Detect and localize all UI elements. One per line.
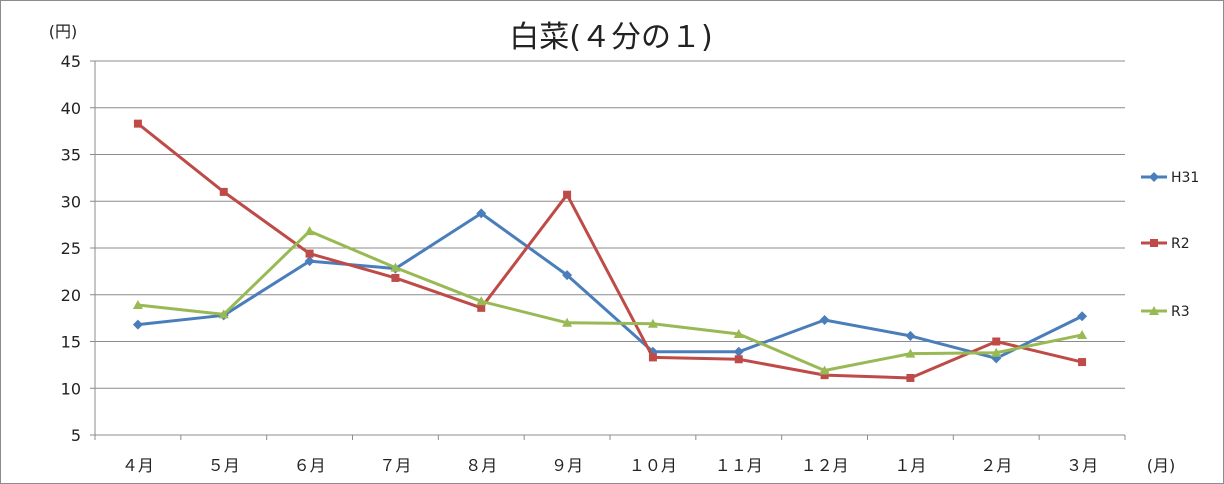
chart-title: 白菜(４分の１) [509,20,712,55]
series-h31 [132,208,1088,364]
data-point [906,373,915,382]
data-point [648,353,657,362]
data-point [905,330,916,341]
legend-label: R2 [1171,236,1190,252]
axes: 5 10 15 20 25 30 35 40 45 ４月 ５月 ６月 ７月 ８月 ９月 １０月 １１月 １２月 １月… [61,52,1126,475]
x-tick-label: ９月 [551,456,583,475]
y-tick-label: 45 [61,52,81,71]
data-point [992,337,1001,346]
x-tick-label: ４月 [122,456,154,475]
data-point [304,226,315,236]
data-point [991,347,1002,357]
series-r3 [132,226,1088,375]
data-point [305,249,314,258]
x-axis-unit-label: (月) [1147,456,1176,475]
data-point [905,348,916,358]
x-tick-label: ３月 [1066,456,1098,475]
data-point [132,300,143,310]
data-point [1078,358,1087,367]
data-point [476,296,487,306]
data-point [562,270,573,281]
data-point [219,187,228,196]
series-r2 [133,119,1087,382]
legend-marker [1149,172,1159,182]
data-point [563,190,572,199]
x-tick-label: １１月 [715,456,763,475]
data-point [734,355,743,364]
series-group [132,119,1088,382]
y-tick-label: 20 [61,286,81,305]
series-line [137,211,1083,360]
y-tick-label: 25 [61,239,81,258]
y-tick-label: 10 [61,379,81,398]
legend-marker [1150,239,1158,247]
x-tick-label: ５月 [208,456,240,475]
x-tick-label: ８月 [465,456,497,475]
x-tick-label: ６月 [294,456,326,475]
x-tick-label: ２月 [980,456,1012,475]
legend-marker [1149,306,1159,315]
data-point [1077,311,1088,322]
data-point [647,318,658,328]
y-tick-label: 15 [61,333,81,352]
series-line [136,122,1083,380]
x-tick-label: １２月 [801,456,849,475]
x-tick-label: １月 [894,456,926,475]
series-line [137,229,1083,372]
data-point [562,317,573,327]
legend: H31 R2 R3 [1141,170,1199,320]
y-tick-label: 40 [61,99,81,118]
x-tick-label: １０月 [629,456,677,475]
y-tick-label: 5 [71,426,81,445]
data-point [391,273,400,282]
data-point [819,314,830,325]
data-point [476,208,487,219]
data-point [477,303,486,312]
legend-entry: R3 [1141,304,1190,320]
data-point [133,119,142,128]
gridlines [95,60,1125,389]
data-point [733,329,744,339]
data-point [132,319,143,330]
y-tick-label: 30 [61,192,81,211]
data-point [1077,329,1088,339]
data-point [390,262,401,272]
y-tick-label: 35 [61,146,81,165]
x-tick-label: ７月 [379,456,411,475]
legend-label: H31 [1171,170,1199,186]
data-point [218,309,229,319]
legend-label: R3 [1171,304,1190,320]
legend-entry: R2 [1141,236,1190,252]
y-axis-unit-label: (円) [49,22,78,41]
data-point [820,371,829,380]
data-point [304,256,315,267]
data-point [733,346,744,357]
legend-entry: H31 [1141,170,1199,186]
data-point [819,365,830,375]
